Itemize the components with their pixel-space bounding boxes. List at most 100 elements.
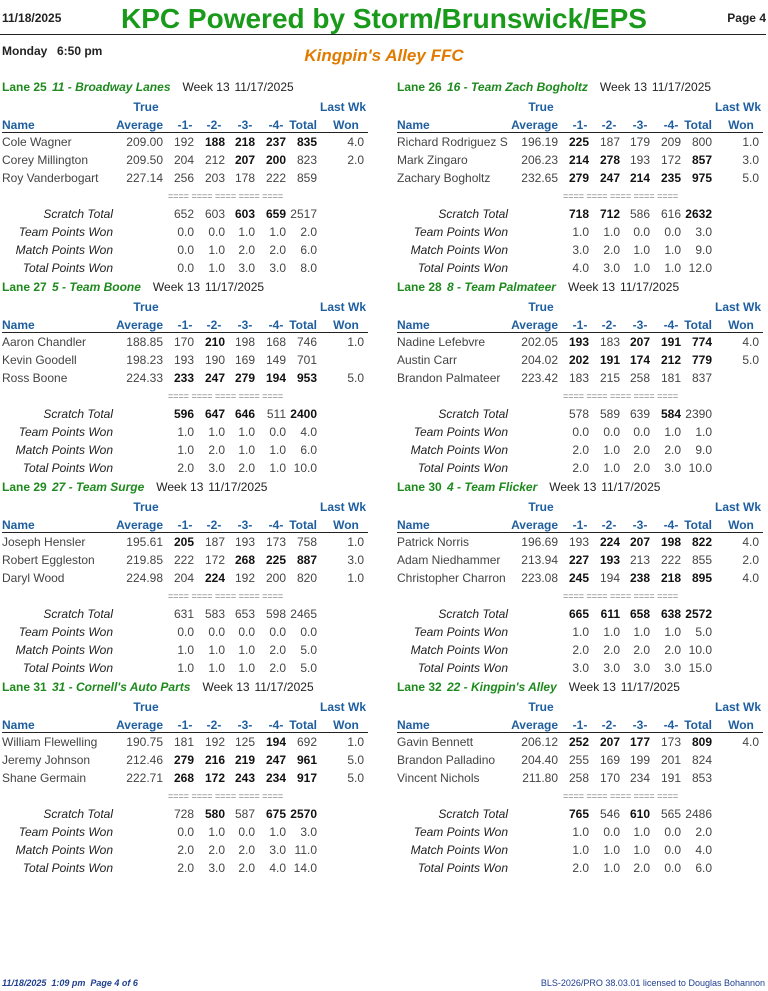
col-header: Last Wk	[319, 500, 366, 514]
summary-cell: 1.0	[664, 261, 681, 275]
summary-cell: 1.0	[208, 261, 225, 275]
summary-cell: 2.0	[633, 861, 650, 875]
summary-cell: 1.0	[238, 661, 255, 675]
header-rule	[2, 532, 368, 533]
summary-cell: 3.0	[633, 661, 650, 675]
summary-cell: 2.0	[300, 225, 317, 239]
cell: 212.46	[126, 753, 163, 767]
cell: 172	[660, 153, 681, 167]
cell: 223.42	[521, 371, 558, 385]
cell: 824	[691, 753, 712, 767]
cell: 192	[204, 735, 225, 749]
summary-cell: 0.0	[177, 825, 194, 839]
col-header: Name	[397, 118, 430, 132]
cell: 198	[234, 335, 255, 349]
cell: 179	[629, 135, 650, 149]
summary-cell: 1.0	[238, 425, 255, 439]
summary-cell: 616	[660, 207, 681, 221]
cell: 247	[204, 371, 225, 385]
summary-label: Total Points Won	[22, 261, 113, 275]
col-header: Name	[2, 118, 35, 132]
cell: 188.85	[126, 335, 163, 349]
col-header: -4-	[268, 718, 284, 732]
cell: 252	[568, 735, 589, 749]
col-header: Average	[511, 518, 558, 532]
col-header: -3-	[237, 718, 253, 732]
cell: 209.50	[126, 153, 163, 167]
cell: 206.12	[521, 735, 558, 749]
col-header: -3-	[632, 118, 648, 132]
summary-cell: 2.0	[572, 443, 589, 457]
header-rule	[397, 732, 763, 733]
summary-cell: 1.0	[603, 861, 620, 875]
team-name: 5 - Team Boone	[52, 280, 141, 294]
summary-cell: 0.0	[177, 225, 194, 239]
summary-cell: 1.0	[238, 225, 255, 239]
summary-cell: 675	[265, 807, 286, 821]
cell: 5.0	[742, 171, 759, 185]
col-header: True	[133, 100, 159, 114]
summary-cell: 712	[599, 207, 620, 221]
summary-cell: 639	[629, 407, 650, 421]
col-header: -3-	[237, 318, 253, 332]
cell: 218	[660, 571, 681, 585]
summary-cell: 0.0	[177, 261, 194, 275]
summary-label: Scratch Total	[43, 407, 113, 421]
col-header: Last Wk	[714, 500, 761, 514]
cell: 5.0	[347, 753, 364, 767]
cell: 204.02	[521, 353, 558, 367]
summary-cell: 1.0	[208, 661, 225, 675]
summary-label: Scratch Total	[438, 807, 508, 821]
cell: 193	[629, 153, 650, 167]
col-header: Won	[728, 318, 754, 332]
summary-cell: 2.0	[269, 243, 286, 257]
summary-label: Team Points Won	[18, 825, 113, 839]
cell: 177	[629, 735, 650, 749]
summary-cell: 3.0	[269, 261, 286, 275]
summary-cell: 2.0	[603, 643, 620, 657]
player-name: Adam Niedhammer	[397, 553, 501, 567]
col-header: Total	[684, 118, 712, 132]
week: Week 13	[152, 280, 201, 294]
summary-cell: 6.0	[300, 243, 317, 257]
week: Week 13	[182, 80, 230, 94]
col-header: Total	[289, 718, 317, 732]
summary-cell: 4.0	[300, 425, 317, 439]
col-header: Won	[333, 518, 359, 532]
summary-cell: 15.0	[688, 661, 712, 675]
cell: 2.0	[742, 553, 759, 567]
cell: 258	[568, 771, 589, 785]
player-name: Richard Rodriguez S	[397, 135, 508, 149]
summary-cell: 0.0	[177, 243, 194, 257]
cell: 268	[173, 771, 194, 785]
col-header: Name	[2, 318, 35, 332]
cell: 224	[599, 535, 620, 549]
lane: Lane 27	[2, 280, 47, 294]
summary-cell: 0.0	[603, 425, 620, 439]
summary-cell: 2.0	[664, 643, 681, 657]
cell: 213	[629, 553, 650, 567]
summary-label: Total Points Won	[417, 861, 508, 875]
col-header: -4-	[268, 118, 284, 132]
summary-cell: 587	[234, 807, 255, 821]
summary-cell: 3.0	[269, 843, 286, 857]
summary-cell: 1.0	[633, 243, 650, 257]
col-header: -2-	[206, 318, 222, 332]
header-rule	[397, 532, 763, 533]
col-header: Won	[333, 318, 359, 332]
cell: 193	[234, 535, 255, 549]
col-header: -4-	[268, 518, 284, 532]
col-header: -4-	[663, 318, 679, 332]
player-name: Mark Zingaro	[397, 153, 468, 167]
summary-cell: 765	[568, 807, 589, 821]
summary-cell: 1.0	[177, 661, 194, 675]
cell: 172	[204, 771, 225, 785]
summary-label: Scratch Total	[43, 607, 113, 621]
cell: 181	[173, 735, 194, 749]
summary-cell: 2.0	[603, 243, 620, 257]
col-header: Total	[289, 118, 317, 132]
cell: 822	[691, 535, 712, 549]
summary-cell: 2390	[685, 407, 712, 421]
summary-cell: 511	[266, 407, 286, 421]
summary-cell: 583	[204, 607, 225, 621]
